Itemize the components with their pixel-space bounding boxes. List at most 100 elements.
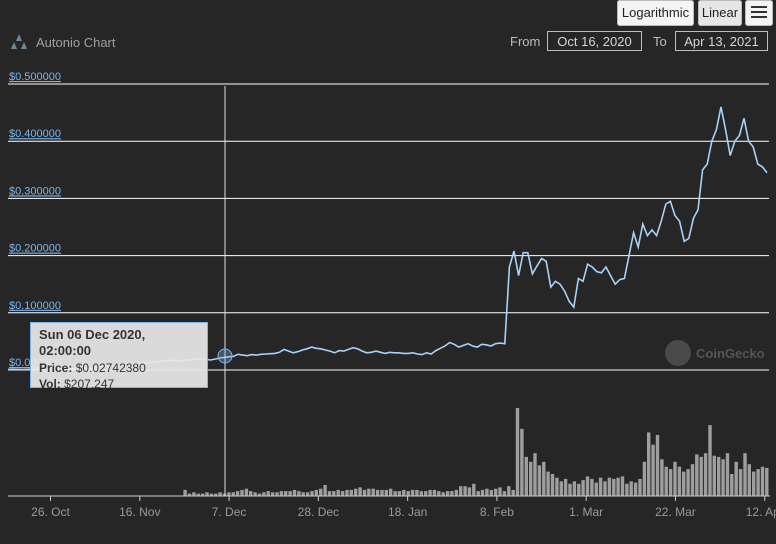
volume-bar [651, 444, 655, 496]
volume-bar [187, 493, 192, 496]
x-axis-labels: 26. Oct 16. Nov 7. Dec 28. Dec 18. Jan 8. Feb… [31, 496, 776, 519]
hover-point [217, 348, 233, 364]
x-tick-label: 8. Feb [480, 505, 514, 519]
volume-bar [743, 453, 747, 496]
volume-bar [279, 491, 284, 496]
tooltip-vol-row: Vol: $207,247 [39, 376, 199, 392]
volume-bar [406, 491, 410, 496]
coingecko-watermark: CoinGecko [665, 340, 765, 366]
volume-bar [765, 467, 769, 496]
volume-bar [314, 489, 318, 496]
volume-bar [340, 491, 345, 496]
volume-bar [529, 461, 533, 496]
volume-bar [393, 491, 397, 496]
volume-bar [546, 471, 550, 496]
volume-bar [760, 466, 765, 496]
volume-bar [550, 474, 555, 496]
volume-bar [559, 481, 563, 496]
x-tick-label: 28. Dec [298, 505, 339, 519]
volume-bar [616, 477, 620, 496]
volume-bar [629, 481, 633, 496]
volume-bar [647, 432, 651, 496]
volume-bar [633, 482, 638, 496]
volume-bar [349, 489, 353, 496]
volume-bar [384, 489, 388, 496]
y-tick-label: $0.100000 [9, 300, 61, 312]
hamburger-menu-icon[interactable] [745, 0, 773, 26]
brand-name: Autonio Chart [36, 34, 116, 50]
volume-bar [454, 489, 458, 496]
volume-bar [227, 492, 231, 496]
volume-bar [192, 492, 196, 496]
from-date-input[interactable]: Oct 16, 2020 [547, 31, 642, 51]
volume-bar [437, 491, 441, 496]
x-tick-label: 12. Apr [746, 505, 776, 519]
volume-bar [515, 408, 520, 496]
volume-bar [205, 492, 209, 496]
volume-bar [708, 425, 712, 496]
volume-bar [603, 481, 607, 496]
volume-bar [467, 487, 472, 496]
volume-bar [450, 491, 454, 496]
volume-bar [498, 487, 502, 496]
volume-bar [756, 469, 760, 496]
from-label: From [510, 34, 541, 49]
volume-bar [738, 469, 743, 496]
y-tick-label: $0.400000 [9, 128, 61, 140]
volume-bar [257, 493, 262, 496]
x-tick-label: 16. Nov [119, 505, 160, 519]
volume-bar [734, 461, 738, 496]
volume-bar [725, 453, 730, 496]
y-tick-label: $0.300000 [9, 185, 61, 197]
volume-bar [699, 456, 703, 496]
volume-bar [424, 491, 428, 496]
volume-bar [507, 486, 511, 496]
volume-bar [240, 489, 244, 496]
volume-bars [183, 408, 769, 496]
volume-bar [537, 465, 542, 496]
brand: Autonio Chart [8, 33, 116, 51]
volume-bar [419, 491, 423, 496]
volume-bar [703, 453, 708, 496]
tooltip-price-row: Price: $0.02742380 [39, 360, 199, 376]
volume-bar [358, 487, 362, 496]
x-tick-label: 26. Oct [31, 505, 70, 519]
volume-bar [712, 455, 716, 496]
volume-bar [485, 488, 489, 496]
volume-bar [319, 488, 323, 496]
volume-bar [721, 459, 725, 496]
volume-bar [266, 491, 270, 496]
tooltip-vol-label: Vol: [39, 377, 61, 391]
volume-bar [253, 492, 257, 496]
to-date-input[interactable]: Apr 13, 2021 [675, 31, 768, 51]
coingecko-logo-icon [665, 340, 691, 366]
volume-bar [332, 491, 336, 496]
volume-bar [297, 491, 301, 496]
volume-bar [695, 454, 699, 496]
volume-bar [568, 483, 572, 496]
volume-bar [244, 488, 249, 496]
y-axis-labels: $0.500000 $0.400000 $0.300000 $0.200000 $0.1… [9, 71, 61, 369]
volume-bar [572, 481, 577, 496]
volume-bar [585, 476, 590, 496]
linear-button[interactable]: Linear [698, 0, 742, 26]
volume-bar [594, 482, 598, 496]
volume-bar [612, 478, 616, 496]
volume-bar [196, 493, 200, 496]
volume-bar [262, 492, 266, 496]
to-label: To [653, 34, 667, 49]
volume-bar [354, 488, 358, 496]
watermark-text: CoinGecko [696, 345, 765, 361]
volume-bar [305, 492, 310, 496]
tooltip: Sun 06 Dec 2020, 02:00:00 Price: $0.0274… [30, 322, 208, 391]
volume-bar [389, 488, 393, 496]
x-tick-label: 1. Mar [569, 505, 603, 519]
volume-bar [371, 488, 375, 496]
volume-bar [288, 491, 292, 496]
volume-bar [367, 488, 371, 496]
volume-bar [415, 489, 419, 496]
volume-bar [620, 476, 625, 496]
logarithmic-button[interactable]: Logarithmic [617, 0, 694, 26]
tooltip-title: Sun 06 Dec 2020, 02:00:00 [39, 327, 146, 358]
